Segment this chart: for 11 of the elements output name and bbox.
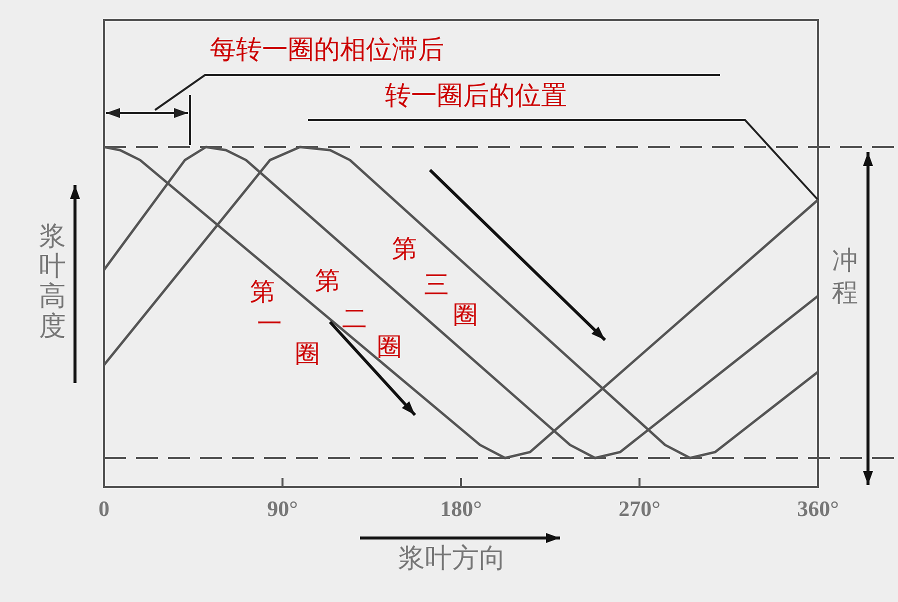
x-tick-label: 0 xyxy=(98,496,110,521)
text: 冲程 xyxy=(832,245,859,309)
x-tick-label: 270° xyxy=(618,496,660,521)
y-axis-title: 浆叶高度 xyxy=(39,221,67,342)
x-tick-label: 360° xyxy=(797,496,839,521)
annotation: 转一圈后的位置 xyxy=(385,80,567,112)
x-tick-label: 90° xyxy=(267,496,298,521)
x-tick-label: 180° xyxy=(440,496,482,521)
series-label: 第三圈 xyxy=(392,234,478,330)
text: 每转一圈的相位滞后 xyxy=(210,34,444,66)
x-axis-title: 浆叶方向 xyxy=(398,542,506,576)
